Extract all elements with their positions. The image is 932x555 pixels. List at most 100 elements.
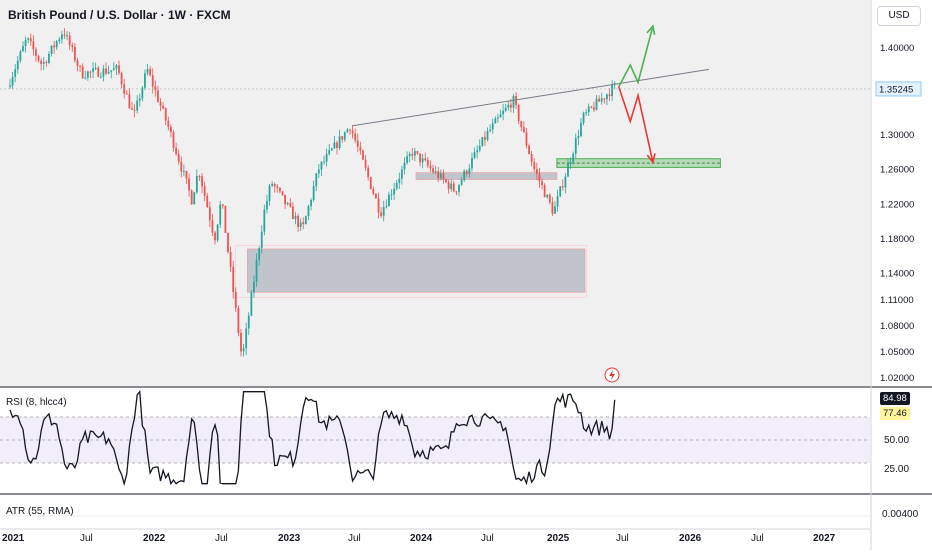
candle-body xyxy=(66,35,68,37)
candle-body xyxy=(484,137,486,140)
candle-body xyxy=(561,186,564,188)
price-tick-label: 1.05000 xyxy=(880,347,914,358)
candle-body xyxy=(507,104,510,108)
candle-body xyxy=(598,98,601,102)
candle-body xyxy=(317,169,320,174)
candle-body xyxy=(149,69,152,76)
candle-body xyxy=(195,176,198,193)
candle-body xyxy=(611,84,614,97)
candle-body xyxy=(219,204,222,225)
candle-body xyxy=(603,98,606,100)
candle-body xyxy=(455,191,458,193)
atr-tick: 0.00400 xyxy=(882,509,919,520)
candle-body xyxy=(585,112,588,114)
time-tick-label: Jul xyxy=(215,533,228,544)
candle-body xyxy=(447,182,450,190)
candle-body xyxy=(426,160,429,166)
candle-body xyxy=(154,86,157,91)
candle-body xyxy=(315,173,318,187)
candle-body xyxy=(232,266,235,292)
candle-body xyxy=(608,94,611,97)
candle-body xyxy=(14,69,17,77)
candle-body xyxy=(458,184,460,192)
price-tick-label: 1.30000 xyxy=(880,130,914,141)
candle-body xyxy=(548,194,551,203)
candle-body xyxy=(465,170,468,174)
candle-body xyxy=(84,77,87,79)
candle-body xyxy=(286,203,289,205)
candle-body xyxy=(48,54,50,63)
candle-body xyxy=(530,154,533,162)
candle-body xyxy=(99,76,102,78)
time-tick-label: Jul xyxy=(481,533,494,544)
candle-body xyxy=(439,173,442,179)
candle-body xyxy=(569,161,572,164)
candle-body xyxy=(247,315,250,329)
candle-body xyxy=(105,68,107,74)
candle-body xyxy=(471,158,473,169)
candle-body xyxy=(291,206,294,220)
candle-body xyxy=(413,151,416,156)
candle-body xyxy=(419,153,421,163)
candle-body xyxy=(476,150,479,153)
candle-body xyxy=(240,332,242,352)
candle-body xyxy=(491,123,494,130)
candle-body xyxy=(284,194,287,205)
candle-body xyxy=(406,156,408,163)
candle-body xyxy=(120,73,123,85)
candle-body xyxy=(27,38,30,40)
candle-body xyxy=(520,121,523,128)
candle-body xyxy=(445,179,447,183)
candle-body xyxy=(307,206,310,217)
candle-body xyxy=(375,193,377,199)
candle-body xyxy=(421,158,424,163)
candle-body xyxy=(304,216,307,225)
candle-body xyxy=(587,106,590,113)
candle-body xyxy=(170,126,172,133)
candle-body xyxy=(172,132,175,148)
time-tick-label: Jul xyxy=(80,533,93,544)
candle-body xyxy=(478,146,481,151)
candle-body xyxy=(35,49,37,56)
candle-body xyxy=(346,129,349,133)
candle-body xyxy=(538,173,541,182)
candle-body xyxy=(551,202,554,214)
candle-body xyxy=(29,38,32,42)
candle-body xyxy=(94,67,97,69)
candle-body xyxy=(211,220,214,233)
candle-body xyxy=(68,35,71,46)
candle-body xyxy=(263,209,266,232)
candle-body xyxy=(180,161,183,172)
candle-body xyxy=(55,41,58,48)
candle-body xyxy=(118,65,120,74)
candle-body xyxy=(276,186,279,188)
candle-body xyxy=(53,45,56,48)
candle-body xyxy=(32,41,35,50)
atr-pane-bg xyxy=(0,495,870,528)
candle-body xyxy=(22,46,24,52)
candle-body xyxy=(312,186,315,200)
candle-body xyxy=(294,215,297,220)
candle-body xyxy=(221,204,224,206)
currency-selector[interactable]: USD xyxy=(877,6,921,26)
candle-body xyxy=(190,190,193,205)
main-pane-bg xyxy=(0,0,870,386)
candle-body xyxy=(37,55,40,61)
candle-body xyxy=(395,182,398,189)
candle-body xyxy=(250,292,253,316)
candle-body xyxy=(333,142,336,149)
time-tick-label: 2026 xyxy=(679,533,702,544)
candle-body xyxy=(595,98,598,110)
candle-body xyxy=(237,308,240,333)
candle-body xyxy=(76,60,79,66)
candle-body xyxy=(19,51,22,61)
candle-body xyxy=(112,68,115,71)
candle-body xyxy=(81,66,84,78)
candle-body xyxy=(216,224,219,241)
candle-body xyxy=(481,137,484,147)
candle-body xyxy=(266,200,268,210)
candle-body xyxy=(377,198,380,213)
candle-body xyxy=(504,107,507,111)
